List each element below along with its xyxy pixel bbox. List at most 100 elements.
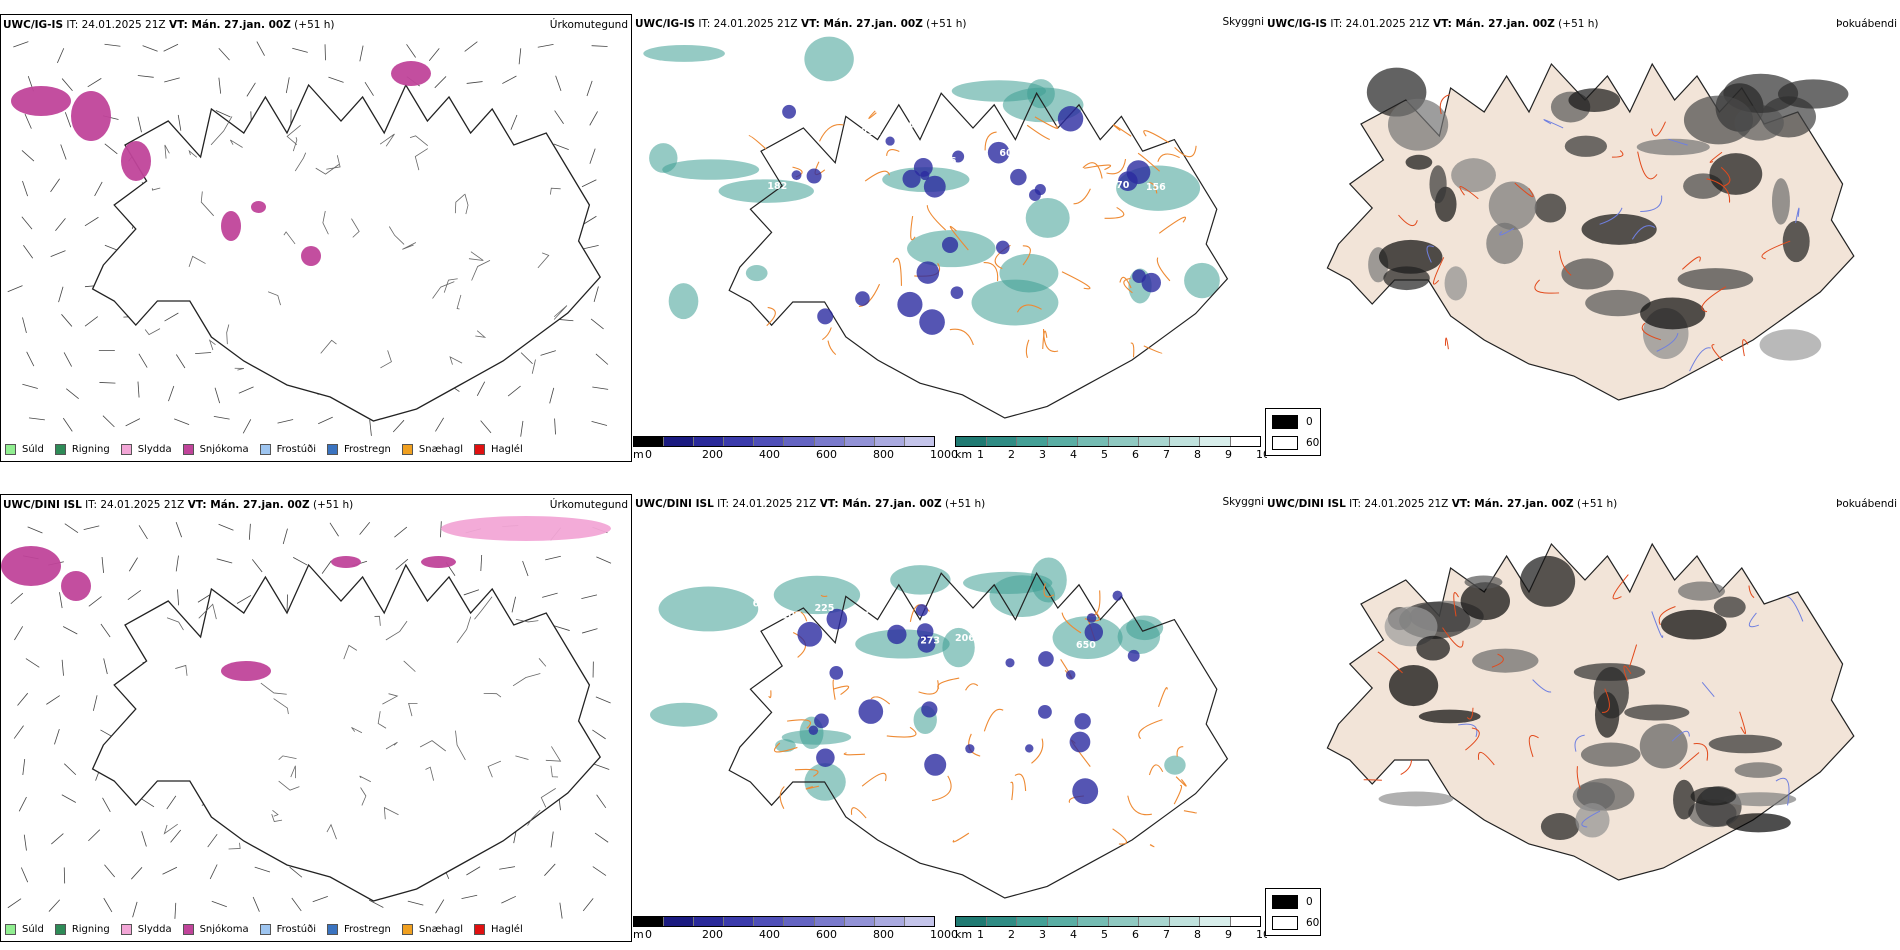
low-ceiling-area xyxy=(782,104,796,119)
road-line xyxy=(351,218,360,238)
road-line xyxy=(432,281,455,299)
fog-area xyxy=(1416,635,1451,661)
visibility-tick: 2 xyxy=(1008,928,1015,941)
fog-map xyxy=(1326,62,1855,401)
visibility-color-step xyxy=(1017,917,1048,926)
wind-barb xyxy=(394,526,408,538)
wind-barb xyxy=(104,43,121,47)
wind-barb xyxy=(594,763,610,770)
fog-area xyxy=(1561,258,1614,290)
snow-area xyxy=(11,86,71,116)
river-line xyxy=(1671,730,1690,742)
wind-barb xyxy=(214,387,221,404)
ceiling-value-label: 255 xyxy=(743,128,763,139)
road-line xyxy=(198,603,217,620)
road-line xyxy=(949,328,974,346)
low-ceiling-area xyxy=(1038,704,1052,719)
fog-area xyxy=(1534,193,1567,223)
road-line xyxy=(286,124,301,145)
wind-barb xyxy=(289,866,303,878)
road-line xyxy=(443,278,458,293)
legend-swatch xyxy=(327,444,338,455)
fog-value-low: 60 xyxy=(1306,917,1320,929)
fog-legend-high: 0 xyxy=(1272,895,1313,909)
legend-swatch xyxy=(259,444,271,455)
road-line xyxy=(1034,116,1059,129)
road-line xyxy=(1761,240,1791,260)
island-outline xyxy=(728,91,1229,419)
low-visibility-area xyxy=(890,565,951,595)
wind-barb xyxy=(520,420,524,437)
panel-header: UWC/DINI ISL IT: 24.01.2025 21Z VT: Mán.… xyxy=(635,498,985,510)
legend-label: Haglél xyxy=(491,924,523,935)
fog-swatch-low xyxy=(1272,916,1298,930)
fog-area xyxy=(1701,786,1732,804)
road-line xyxy=(1026,124,1050,140)
ceiling-value-label: 132 xyxy=(843,668,863,679)
wind-barb xyxy=(557,318,574,322)
wind-barb xyxy=(197,593,212,603)
low-ceiling-area xyxy=(919,309,945,335)
road-line xyxy=(208,339,216,351)
low-visibility-area xyxy=(1184,262,1220,299)
ceiling-value-label: 106 xyxy=(1034,154,1054,165)
road-line xyxy=(1442,627,1464,648)
fog-area xyxy=(1759,329,1822,361)
wind-barb xyxy=(141,831,147,847)
wind-barb xyxy=(162,866,178,875)
wind-barb xyxy=(101,556,104,573)
legend-item: Rigning xyxy=(54,444,110,455)
road-line xyxy=(228,842,241,850)
low-ceiling-area xyxy=(913,157,933,177)
visibility-tick: 4 xyxy=(1070,448,1077,461)
road-line xyxy=(1739,711,1746,735)
wind-barb xyxy=(321,560,332,574)
fog-area xyxy=(1677,581,1726,601)
road-line xyxy=(545,746,562,762)
low-ceiling-area xyxy=(1141,272,1161,293)
wind-barb xyxy=(7,898,22,909)
road-line xyxy=(1138,719,1163,740)
wind-barb xyxy=(312,896,328,903)
wind-barb xyxy=(359,45,364,62)
visibility-tick: 1 xyxy=(977,448,984,461)
low-visibility-area xyxy=(942,627,975,668)
panel-header: UWC/DINI ISL IT: 24.01.2025 21Z VT: Mán.… xyxy=(1267,498,1617,510)
legend-label: Snjókoma xyxy=(199,924,249,935)
fog-area xyxy=(1564,135,1608,157)
wind-barb xyxy=(132,901,138,918)
fog-area xyxy=(1636,138,1710,156)
road-line xyxy=(1398,214,1418,227)
wind-barb xyxy=(84,316,99,327)
road-line xyxy=(1576,766,1581,789)
wind-barb xyxy=(138,353,148,368)
visibility-color-step xyxy=(956,917,987,926)
fog-area xyxy=(1418,709,1481,724)
legend-item: Haglél xyxy=(474,444,523,455)
valid-time: Mán. 27.jan. 00Z xyxy=(191,19,291,31)
road-line xyxy=(918,680,939,695)
road-line xyxy=(886,149,900,156)
wind-barb xyxy=(242,419,252,434)
wind-barb xyxy=(582,215,597,225)
road-line xyxy=(827,340,837,356)
wind-barb xyxy=(50,178,60,193)
wind-barb xyxy=(28,417,45,421)
fog-legend: 0 60 xyxy=(1265,888,1321,936)
legend-label: Frostúði xyxy=(276,444,316,455)
fog-area xyxy=(1575,803,1610,838)
visibility-tick: 6 xyxy=(1132,928,1139,941)
low-ceiling-area xyxy=(1074,713,1091,730)
road-line xyxy=(1363,779,1382,781)
wind-barb xyxy=(236,595,252,604)
wind-barb xyxy=(215,110,231,118)
legend-item: Slydda xyxy=(120,924,172,935)
river-line xyxy=(1426,245,1434,263)
road-line xyxy=(538,658,547,667)
visibility-color-step xyxy=(1108,917,1139,926)
legend-item: Haglél xyxy=(474,924,523,935)
low-ceiling-area xyxy=(814,713,829,729)
road-line xyxy=(1679,752,1700,770)
road-line xyxy=(779,786,785,809)
wind-barb xyxy=(7,285,23,293)
